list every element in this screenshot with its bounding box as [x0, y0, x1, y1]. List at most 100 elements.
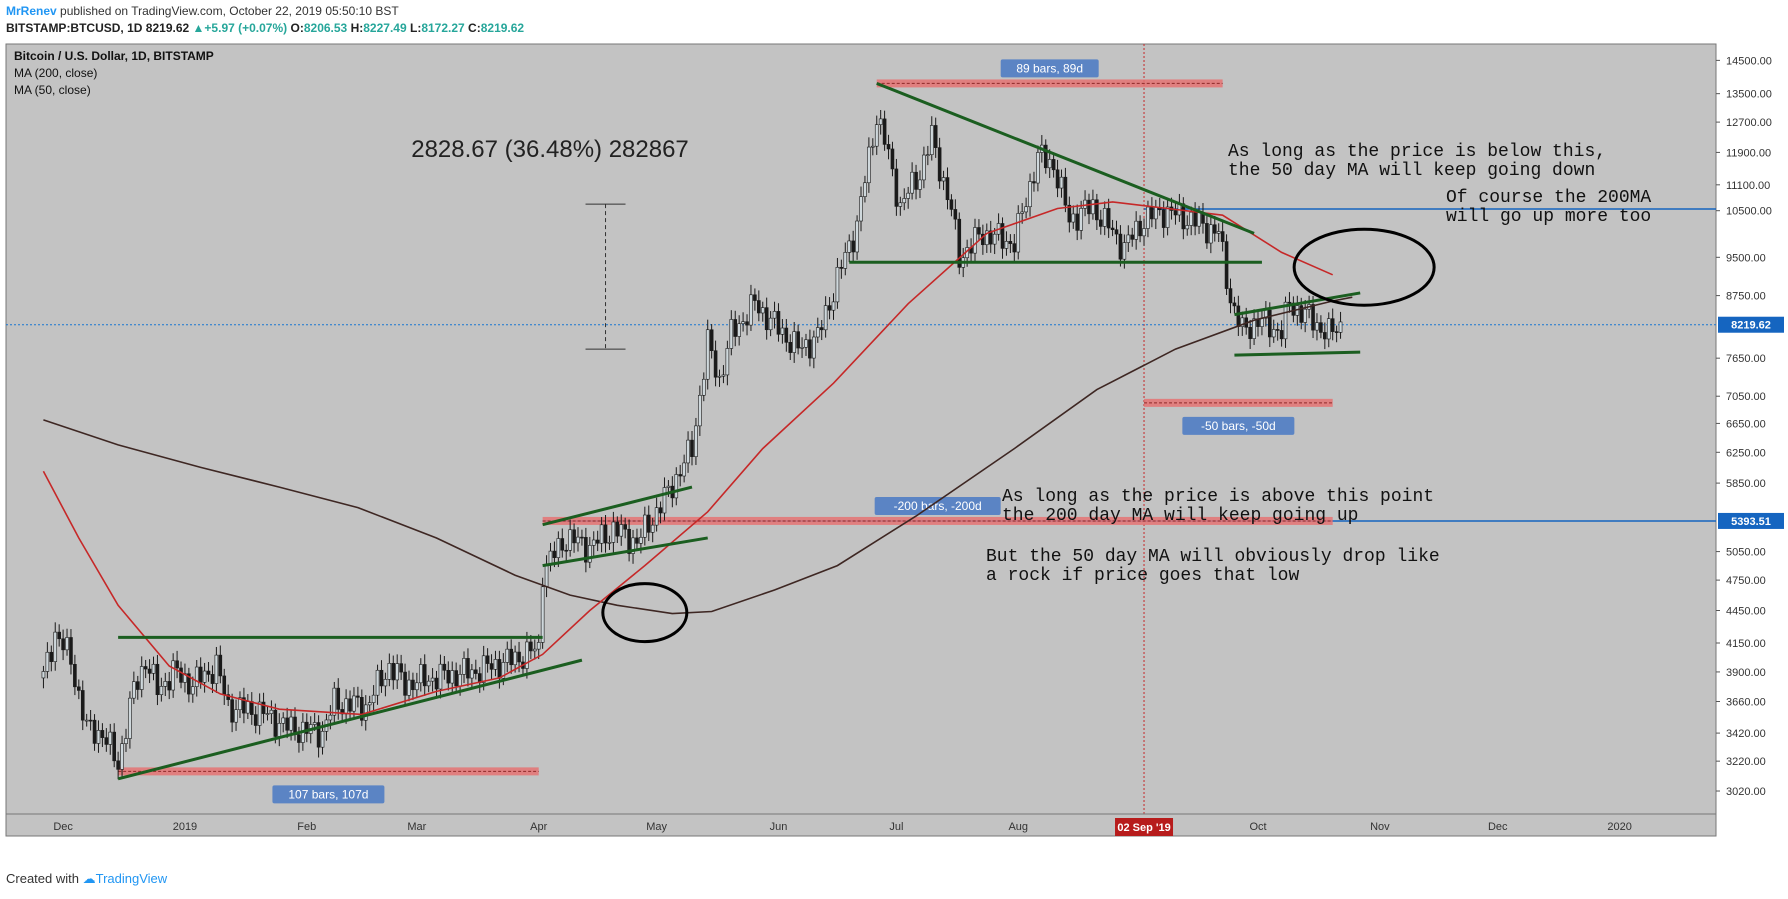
candle-body — [304, 721, 309, 734]
trendline — [1234, 350, 1361, 357]
footer: Created with ☁TradingView — [6, 871, 167, 887]
candle-body — [147, 668, 152, 674]
candle-body — [894, 168, 899, 207]
candle-body — [878, 118, 883, 125]
candle-body — [788, 342, 793, 353]
candle-body — [434, 677, 439, 690]
candle-body — [607, 542, 612, 544]
candle-body — [281, 717, 286, 724]
candle-body — [544, 563, 549, 588]
candle-body — [784, 327, 789, 343]
candle-body — [1047, 159, 1052, 169]
price-axis-label: 11100.00 — [1726, 180, 1770, 192]
trendline — [876, 82, 1255, 235]
candle-body — [171, 660, 175, 691]
candle-body — [529, 641, 533, 652]
tradingview-brand-link[interactable]: TradingView — [95, 871, 168, 886]
candle-body — [1161, 209, 1166, 228]
candle-body — [332, 687, 337, 716]
candle-body — [1032, 181, 1036, 184]
candle-body — [450, 670, 455, 684]
candle-body — [556, 538, 561, 558]
candle-body — [1020, 211, 1024, 214]
candle-body — [623, 524, 627, 530]
candle-body — [1315, 322, 1319, 331]
candle-body — [352, 695, 356, 712]
candle-body — [517, 651, 521, 663]
candle-body — [843, 252, 848, 269]
candle-body — [749, 294, 753, 326]
price-axis-label: 6250.00 — [1726, 447, 1766, 459]
candle-body — [1209, 224, 1213, 244]
price-axis-label: 7650.00 — [1726, 353, 1766, 365]
price-axis-label: 3900.00 — [1726, 667, 1766, 679]
candle-body — [701, 378, 706, 396]
price-chart[interactable]: 107 bars, 107d -200 bars, -200d 89 bars, 8… — [0, 42, 1788, 866]
candle-body — [584, 537, 588, 563]
candle-body — [953, 209, 958, 220]
candle-body — [871, 145, 875, 148]
candle-body — [851, 240, 855, 253]
time-axis-label: Apr — [530, 821, 547, 833]
candle-body — [356, 695, 360, 698]
candle-body — [155, 663, 160, 696]
candle-body — [666, 485, 671, 488]
candle-body — [867, 146, 871, 184]
legend-ma50: MA (50, close) — [14, 83, 91, 97]
candle-body — [796, 331, 800, 349]
legend-box: Bitcoin / U.S. Dollar, 1D, BITSTAMP MA (… — [14, 49, 214, 97]
candle-body — [686, 439, 690, 464]
candle-body — [242, 697, 246, 714]
candle-body — [1311, 304, 1315, 331]
candle-body — [430, 677, 435, 682]
annotation-text: will go up more too — [1446, 207, 1651, 227]
candle-body — [1275, 329, 1280, 331]
price-axis-label: 3020.00 — [1726, 786, 1766, 798]
time-axis-label: 2020 — [1607, 821, 1631, 833]
price-axis-label: 3660.00 — [1726, 697, 1766, 709]
candle-body — [631, 537, 635, 554]
candle-body — [1059, 176, 1064, 189]
candle-body — [576, 536, 580, 544]
candle-body — [977, 227, 981, 235]
candle-body — [1098, 219, 1103, 227]
candle-body — [753, 294, 757, 301]
candle-body — [1154, 207, 1158, 220]
candle-body — [591, 539, 596, 546]
candle-body — [945, 177, 950, 201]
candle-body — [988, 230, 993, 245]
candle-body — [77, 686, 81, 691]
candle-body — [1185, 225, 1190, 230]
close-label: C: — [468, 21, 481, 35]
candle-body — [238, 697, 242, 711]
author-link[interactable]: MrRenev — [6, 4, 57, 18]
price-axis-label: 14500.00 — [1726, 55, 1772, 67]
candle-body — [548, 550, 553, 565]
price-axis-label: 12700.00 — [1726, 117, 1772, 129]
candle-body — [882, 118, 887, 145]
candle-body — [41, 671, 46, 679]
candle-body — [391, 663, 396, 681]
candle-body — [819, 327, 824, 331]
last-price: 8219.62 — [145, 21, 190, 35]
candle-body — [859, 196, 863, 222]
candle-body — [646, 514, 651, 533]
ma50-line — [42, 201, 1334, 716]
candle-body — [49, 651, 54, 662]
candle-body — [957, 218, 962, 268]
candle-body — [124, 738, 128, 744]
candle-body — [650, 524, 655, 533]
date-range-label-bg — [1182, 416, 1295, 435]
date-range-label: -200 bars, -200d — [894, 499, 982, 513]
candle-body — [399, 663, 403, 673]
symbol-label: BITSTAMP:BTCUSD, 1D — [6, 21, 143, 35]
candle-body — [1279, 330, 1284, 340]
candle-body — [84, 719, 89, 722]
candle-body — [415, 682, 419, 691]
candle-body — [218, 654, 223, 677]
candle-body — [812, 336, 816, 359]
highlight-circle — [601, 582, 689, 644]
candle-body — [1165, 206, 1170, 228]
candle-body — [371, 694, 376, 703]
candle-body — [713, 350, 718, 378]
